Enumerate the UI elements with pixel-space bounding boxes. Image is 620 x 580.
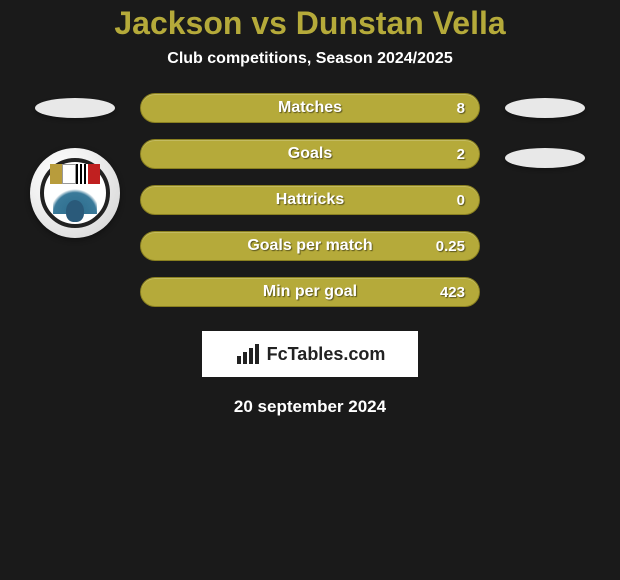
stat-value: 8 [457,100,465,117]
stat-value: 423 [440,284,465,301]
stat-bar-goals-per-match: Goals per match 0.25 [140,231,480,261]
right-column [500,93,590,168]
stat-bar-hattricks: Hattricks 0 [140,185,480,215]
stat-bar-goals: Goals 2 [140,139,480,169]
stats-bars: Matches 8 Goals 2 Hattricks 0 Goals per … [140,93,480,307]
page-title: Jackson vs Dunstan Vella [114,5,505,42]
club-logo [30,148,120,238]
stat-label: Hattricks [276,191,344,209]
main-container: Jackson vs Dunstan Vella Club competitio… [0,0,620,417]
content-row: Matches 8 Goals 2 Hattricks 0 Goals per … [0,93,620,307]
stat-value: 2 [457,146,465,163]
left-column [30,93,120,238]
stat-label: Goals per match [247,237,372,255]
stat-value: 0.25 [436,238,465,255]
stat-label: Goals [288,145,332,163]
stat-bar-matches: Matches 8 [140,93,480,123]
stat-bar-min-per-goal: Min per goal 423 [140,277,480,307]
stat-label: Min per goal [263,283,357,301]
stat-label: Matches [278,99,342,117]
logo-inner [40,158,110,228]
left-ellipse-1 [35,98,115,118]
logo-flags [50,164,100,184]
stat-value: 0 [457,192,465,209]
right-ellipse-2 [505,148,585,168]
peacock-icon [53,186,97,222]
page-subtitle: Club competitions, Season 2024/2025 [167,50,452,68]
brand-box[interactable]: FcTables.com [202,331,418,377]
right-ellipse-1 [505,98,585,118]
bars-icon [235,344,263,364]
brand-text: FcTables.com [267,344,386,365]
date-text: 20 september 2024 [234,397,386,417]
